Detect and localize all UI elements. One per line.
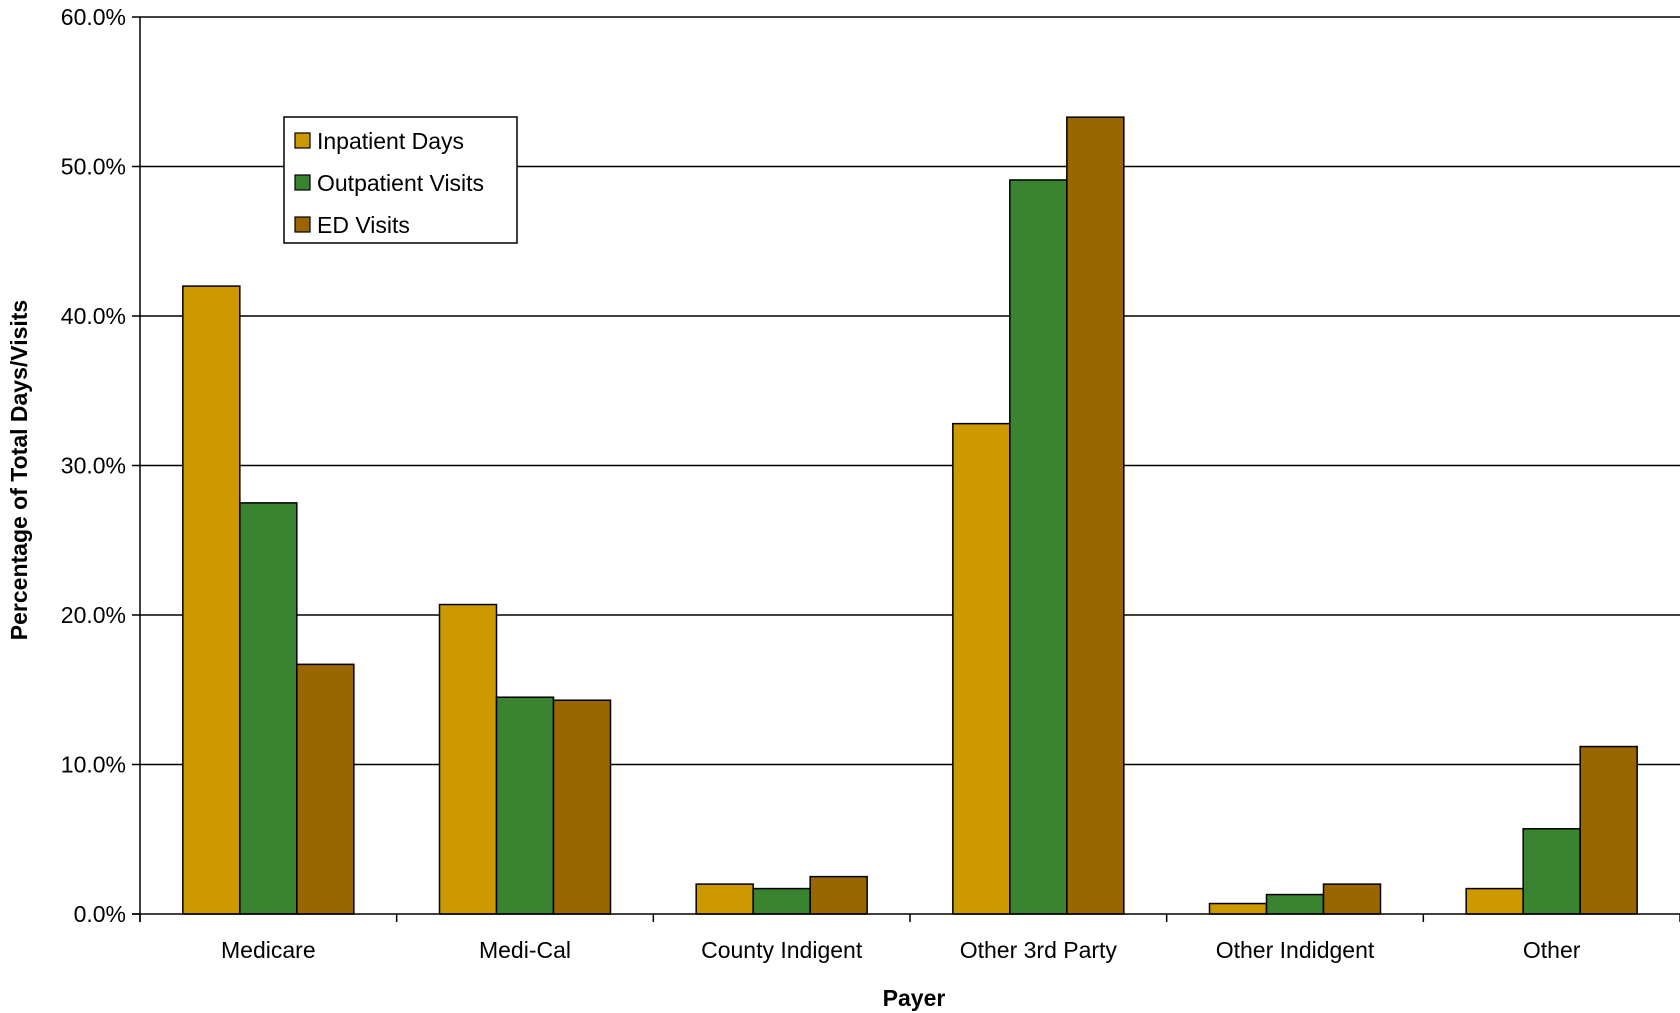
tick-labels: 0.0% 10.0% 20.0% 30.0% 40.0% 50.0% 60.0% Medica… [61,4,1581,963]
bar [1579,745,1638,915]
bar [438,603,498,915]
bar [752,887,811,915]
y-tick-label: 50.0% [61,154,126,180]
legend-label: Outpatient Visits [317,170,484,196]
bar [1208,902,1268,915]
bar [495,696,555,915]
bar [1522,828,1581,915]
y-tick-label: 40.0% [61,303,126,329]
y-tick-label: 10.0% [61,752,126,778]
x-tick-label: County Indigent [701,937,863,963]
bar [1009,179,1068,915]
bar [552,699,612,915]
bar [1465,887,1524,915]
x-axis-title: Payer [883,985,946,1011]
bar [182,285,241,915]
bar [1322,883,1382,915]
legend-label: Inpatient Days [317,128,464,154]
x-tick-label: Other [1523,937,1581,963]
bar [809,875,868,915]
bar [239,502,298,915]
axes [132,16,1680,922]
legend-swatch [294,216,311,233]
bars [182,116,1638,915]
bar [952,422,1011,915]
x-tick-label: Other 3rd Party [960,937,1118,963]
legend: Inpatient Days Outpatient Visits ED Visits [283,116,518,244]
x-tick-label: Medicare [221,937,316,963]
legend-box [283,116,518,244]
y-tick-label: 60.0% [61,4,126,30]
bar [695,883,754,915]
y-tick-label: 0.0% [74,901,126,927]
legend-swatch [294,174,311,191]
bar [1066,116,1125,915]
y-axis-title: Percentage of Total Days/Visits [6,300,32,640]
x-tick-label: Medi-Cal [479,937,571,963]
legend-swatch [294,132,311,149]
x-tick-label: Other Indidgent [1216,937,1375,963]
bar [1265,893,1325,915]
legend-label: ED Visits [317,212,410,238]
y-tick-label: 20.0% [61,602,126,628]
y-tick-label: 30.0% [61,453,126,479]
bar [296,663,355,915]
